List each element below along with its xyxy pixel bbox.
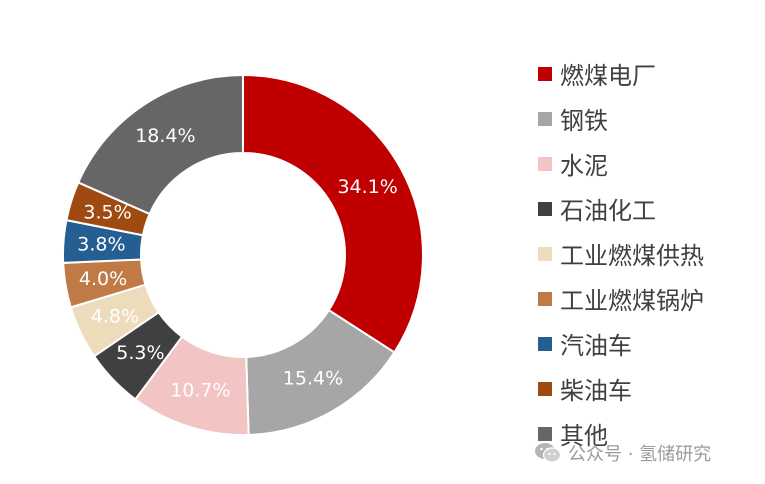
legend-label: 钢铁 (560, 107, 608, 135)
legend-item: 水泥 (538, 141, 704, 186)
data-label-1: 15.4% (283, 368, 343, 390)
legend-swatch (538, 66, 552, 81)
legend-label: 石油化工 (560, 197, 656, 225)
legend-swatch (538, 111, 552, 126)
legend-label: 水泥 (560, 152, 608, 180)
donut-slice-0 (242, 73, 424, 354)
legend-item: 石油化工 (538, 186, 704, 231)
legend-item: 柴油车 (538, 366, 704, 411)
legend-swatch (538, 291, 552, 306)
legend-label: 工业燃煤锅炉 (560, 287, 704, 315)
legend-swatch (538, 201, 552, 216)
data-label-8: 18.4% (135, 125, 195, 147)
donut-chart: 34.1% 15.4% 10.7% 5.3% 4.8% 4.0% 3.8% 3.5% 18.4% (62, 73, 424, 436)
legend-label: 汽油车 (560, 332, 632, 360)
data-label-0: 34.1% (337, 176, 397, 198)
legend-item: 其他 (538, 411, 704, 456)
data-label-4: 4.8% (91, 305, 139, 327)
legend-item: 燃煤电厂 (538, 51, 704, 96)
watermark-text: 公众号 · 氢储研究 (568, 444, 712, 465)
legend-swatch (538, 381, 552, 396)
data-label-2: 10.7% (170, 379, 230, 401)
legend-item: 汽油车 (538, 321, 704, 366)
donut-slice-8 (76, 73, 244, 216)
legend-swatch (538, 426, 552, 441)
wechat-icon (535, 443, 562, 463)
legend-item: 工业燃煤锅炉 (538, 276, 704, 321)
legend-item: 钢铁 (538, 96, 704, 141)
data-label-5: 4.0% (79, 268, 127, 290)
legend-swatch (538, 246, 552, 261)
legend-item: 工业燃煤供热 (538, 231, 704, 276)
legend-label: 柴油车 (560, 377, 632, 405)
legend-label: 燃煤电厂 (560, 62, 656, 90)
chart-legend: 燃煤电厂钢铁水泥石油化工工业燃煤供热 工业燃煤锅炉 汽油车柴油车其他 (538, 51, 704, 456)
watermark: 公众号 · 氢储研究 (534, 440, 711, 466)
legend-swatch (538, 336, 552, 351)
data-label-7: 3.5% (83, 201, 131, 223)
data-label-6: 3.8% (77, 233, 125, 255)
legend-label: 其他 (560, 422, 608, 450)
legend-label: 工业燃煤供热 (560, 242, 704, 270)
legend-swatch (538, 156, 552, 171)
data-label-3: 5.3% (116, 342, 164, 364)
